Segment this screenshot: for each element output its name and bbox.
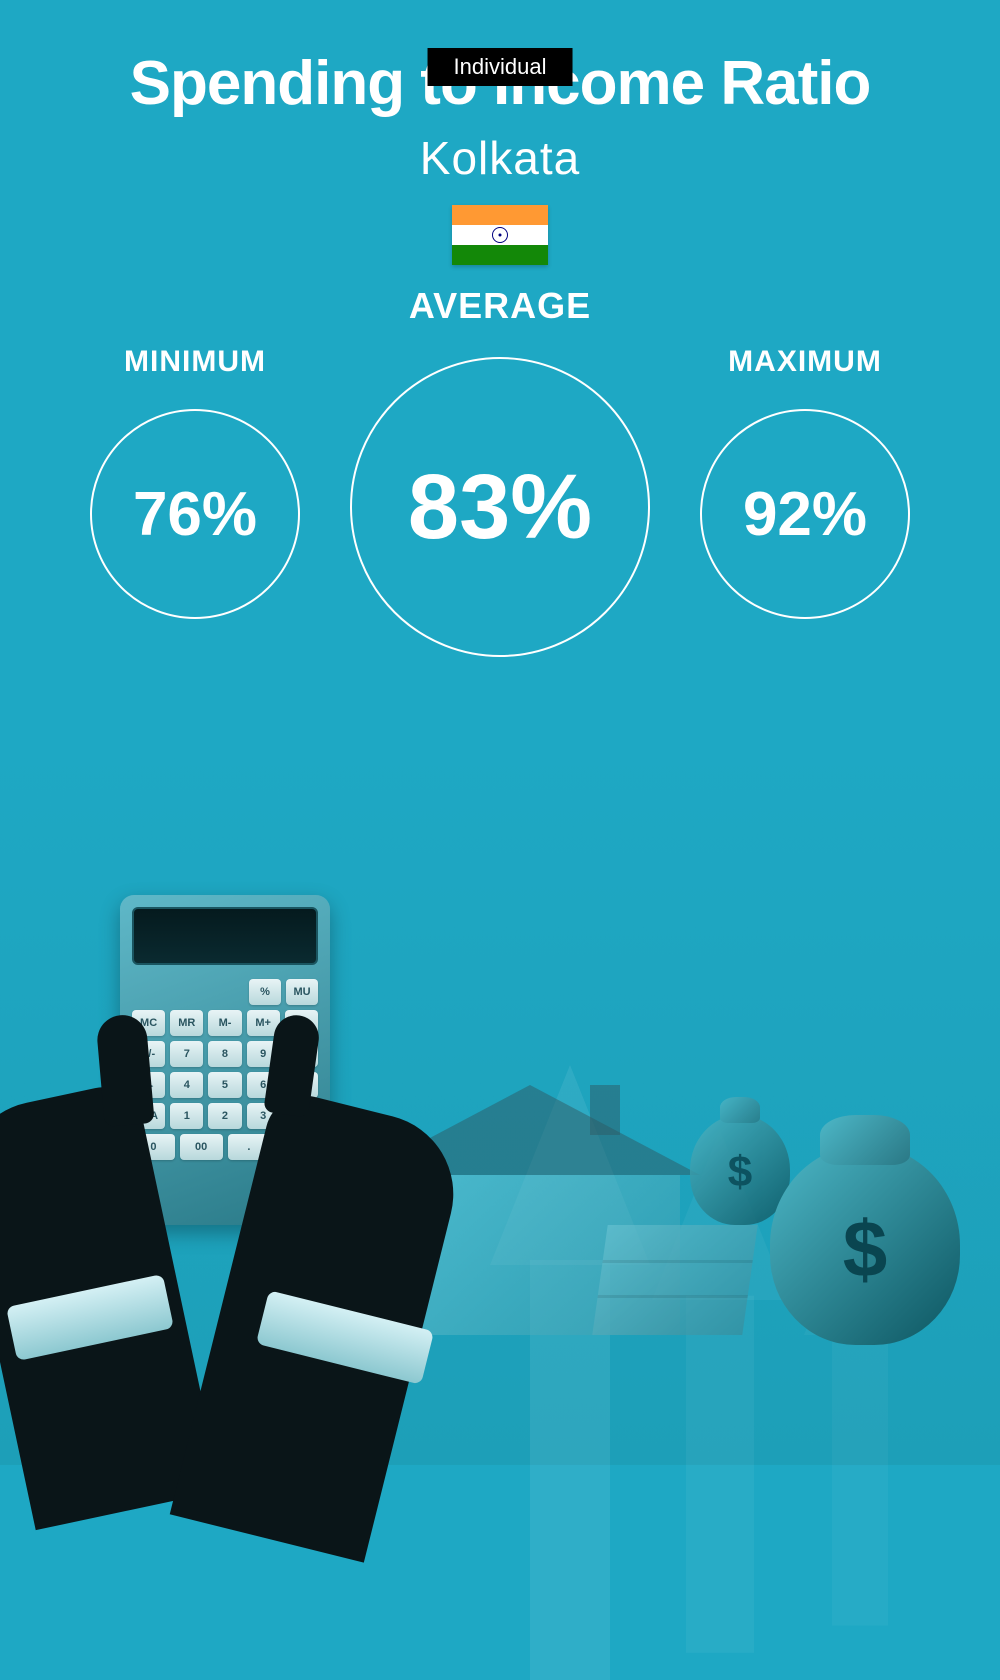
- calc-btn: 5: [208, 1072, 241, 1098]
- flag-stripe-green: [452, 245, 548, 265]
- stat-minimum-value: 76%: [133, 479, 257, 550]
- stat-maximum-label: MAXIMUM: [700, 345, 910, 379]
- stat-average-circle: 83%: [350, 357, 650, 657]
- stat-maximum-value: 92%: [743, 479, 867, 550]
- dollar-sign-icon: $: [728, 1148, 752, 1198]
- stat-average-value: 83%: [408, 455, 592, 560]
- calculator-row-util: % MU: [132, 979, 318, 1005]
- money-bag-small-icon: $: [690, 1115, 790, 1225]
- calc-btn: MR: [170, 1010, 203, 1036]
- calc-btn: 00: [180, 1134, 223, 1160]
- calc-btn: %: [249, 979, 281, 1005]
- stats-row: MINIMUM 76% AVERAGE 83% MAXIMUM 92%: [0, 345, 1000, 657]
- money-bag-large-icon: $: [770, 1145, 960, 1345]
- stat-minimum-label: MINIMUM: [90, 345, 300, 379]
- stat-maximum: MAXIMUM 92%: [700, 345, 910, 619]
- illustration-area: $ $ % MU MC MR M- M+ ÷ +/- 7 8 9 ×: [0, 845, 1000, 1465]
- flag-stripe-saffron: [452, 205, 548, 225]
- calc-btn: 7: [170, 1041, 203, 1067]
- stat-average-label: AVERAGE: [350, 285, 650, 327]
- dollar-sign-icon: $: [843, 1204, 888, 1296]
- stat-minimum-circle: 76%: [90, 409, 300, 619]
- country-flag-india: [452, 205, 548, 265]
- calc-btn: 2: [208, 1103, 241, 1129]
- calc-btn: MU: [286, 979, 318, 1005]
- stat-average: AVERAGE 83%: [350, 285, 650, 657]
- cash-stack-icon: [592, 1225, 757, 1335]
- category-badge: Individual: [428, 48, 573, 86]
- ashoka-chakra-icon: [492, 227, 508, 243]
- flag-stripe-white: [452, 225, 548, 245]
- calc-btn: 4: [170, 1072, 203, 1098]
- hands-holding-calculator: % MU MC MR M- M+ ÷ +/- 7 8 9 × ▶ 4 5 6: [20, 895, 390, 1465]
- calc-btn: 1: [170, 1103, 203, 1129]
- stat-maximum-circle: 92%: [700, 409, 910, 619]
- stat-minimum: MINIMUM 76%: [90, 345, 300, 619]
- calc-btn: 8: [208, 1041, 241, 1067]
- city-subtitle: Kolkata: [0, 131, 1000, 185]
- calc-btn: M-: [208, 1010, 241, 1036]
- calculator-screen: [132, 907, 318, 965]
